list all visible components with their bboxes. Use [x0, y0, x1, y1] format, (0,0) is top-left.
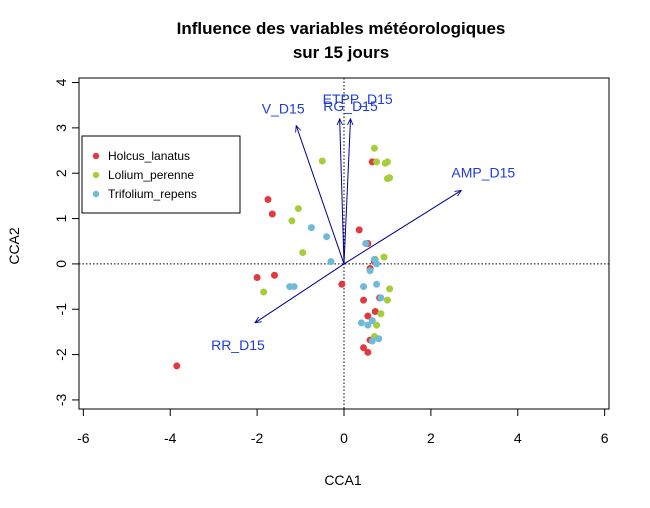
point-trifolium-repens	[362, 240, 370, 247]
point-trifolium-repens	[373, 260, 381, 268]
arrow-amp-d15	[343, 190, 461, 265]
y-tick-label: 3	[53, 124, 69, 132]
point-lolium-perenne	[383, 158, 391, 166]
point-holcus-lanatus	[360, 344, 368, 352]
point-trifolium-repens	[323, 233, 331, 241]
x-tick-label: -4	[164, 430, 177, 446]
x-tick-label: 0	[340, 430, 348, 446]
point-holcus-lanatus	[338, 280, 346, 288]
y-tick-label: -2	[53, 348, 69, 361]
point-lolium-perenne	[383, 296, 391, 304]
x-axis: -6 -4 -2 0 2 4 6	[77, 409, 609, 446]
point-lolium-perenne	[386, 174, 394, 182]
y-axis: -3 -2 -1 0 1 2 3 4	[53, 78, 79, 406]
point-trifolium-repens	[357, 319, 365, 327]
point-trifolium-repens	[373, 280, 381, 288]
y-tick-label: 2	[53, 169, 69, 177]
variable-arrows	[255, 119, 461, 323]
point-lolium-perenne	[377, 310, 385, 318]
point-lolium-perenne	[380, 253, 388, 261]
point-trifolium-repens	[375, 335, 383, 343]
x-tick-label: 2	[427, 430, 435, 446]
legend-label-holcus-lanatus: Holcus_lanatus	[108, 149, 190, 163]
point-holcus-lanatus	[364, 348, 372, 356]
point-lolium-perenne	[386, 285, 394, 293]
point-trifolium-repens	[290, 283, 298, 291]
arrow-etpp-d15	[340, 119, 345, 264]
point-lolium-perenne	[294, 205, 302, 213]
point-holcus-lanatus	[355, 226, 363, 234]
point-holcus-lanatus	[360, 296, 368, 304]
point-trifolium-repens	[364, 321, 372, 329]
point-lolium-perenne	[288, 217, 296, 225]
point-lolium-perenne	[299, 249, 307, 257]
point-holcus-lanatus	[270, 271, 278, 279]
arrow-rg-d15	[343, 119, 351, 264]
legend-marker-holcus-lanatus	[92, 152, 100, 160]
point-holcus-lanatus	[253, 274, 261, 282]
point-trifolium-repens	[327, 258, 335, 266]
arrow-label-etpp-d15: ETPP_D15	[323, 91, 393, 107]
point-lolium-perenne	[373, 158, 381, 166]
x-tick-label: 4	[514, 430, 522, 446]
x-axis-label: CCA1	[324, 472, 362, 488]
reference-lines	[79, 78, 609, 409]
arrow-label-rr-d15: RR_D15	[211, 337, 265, 353]
y-axis-label: CCA2	[6, 227, 22, 265]
point-holcus-lanatus	[268, 210, 276, 218]
chart-title-line2: sur 15 jours	[293, 43, 389, 62]
point-trifolium-repens	[360, 283, 368, 291]
point-holcus-lanatus	[364, 312, 372, 320]
scatter-points	[173, 144, 394, 370]
point-trifolium-repens	[366, 267, 374, 275]
arrow-label-v-d15: V_D15	[262, 101, 305, 117]
legend-box	[81, 135, 241, 214]
point-trifolium-repens	[368, 317, 376, 325]
y-tick-label: -1	[53, 303, 69, 316]
legend-marker-trifolium-repens	[92, 190, 100, 198]
point-holcus-lanatus	[264, 196, 272, 204]
y-tick-label: -3	[53, 393, 69, 406]
point-holcus-lanatus	[173, 362, 181, 370]
x-tick-label: 6	[601, 430, 609, 446]
x-tick-label: -2	[251, 430, 264, 446]
arrow-v-d15	[296, 126, 345, 265]
legend-label-trifolium-repens: Trifolium_repens	[108, 187, 197, 201]
arrow-rr-d15	[255, 263, 345, 323]
point-trifolium-repens	[307, 224, 315, 232]
y-tick-label: 4	[53, 78, 69, 86]
y-tick-label: 0	[53, 260, 69, 268]
x-tick-label: -6	[77, 430, 90, 446]
point-lolium-perenne	[370, 144, 378, 152]
point-holcus-lanatus	[371, 308, 379, 316]
legend-label-lolium-perenne: Lolium_perenne	[108, 168, 194, 182]
point-trifolium-repens	[368, 337, 376, 345]
y-tick-label: 1	[53, 214, 69, 222]
point-lolium-perenne	[373, 321, 381, 329]
arrow-label-amp-d15: AMP_D15	[451, 164, 515, 180]
chart-title-line1: Influence des variables météorologiques	[177, 19, 506, 38]
legend: Holcus_lanatus Lolium_perenne Trifolium_re…	[81, 135, 241, 214]
point-lolium-perenne	[318, 157, 326, 165]
point-lolium-perenne	[260, 288, 268, 296]
legend-marker-lolium-perenne	[92, 171, 100, 179]
arrow-label-rg-d15: RG_D15	[323, 98, 378, 114]
point-trifolium-repens	[377, 294, 385, 302]
